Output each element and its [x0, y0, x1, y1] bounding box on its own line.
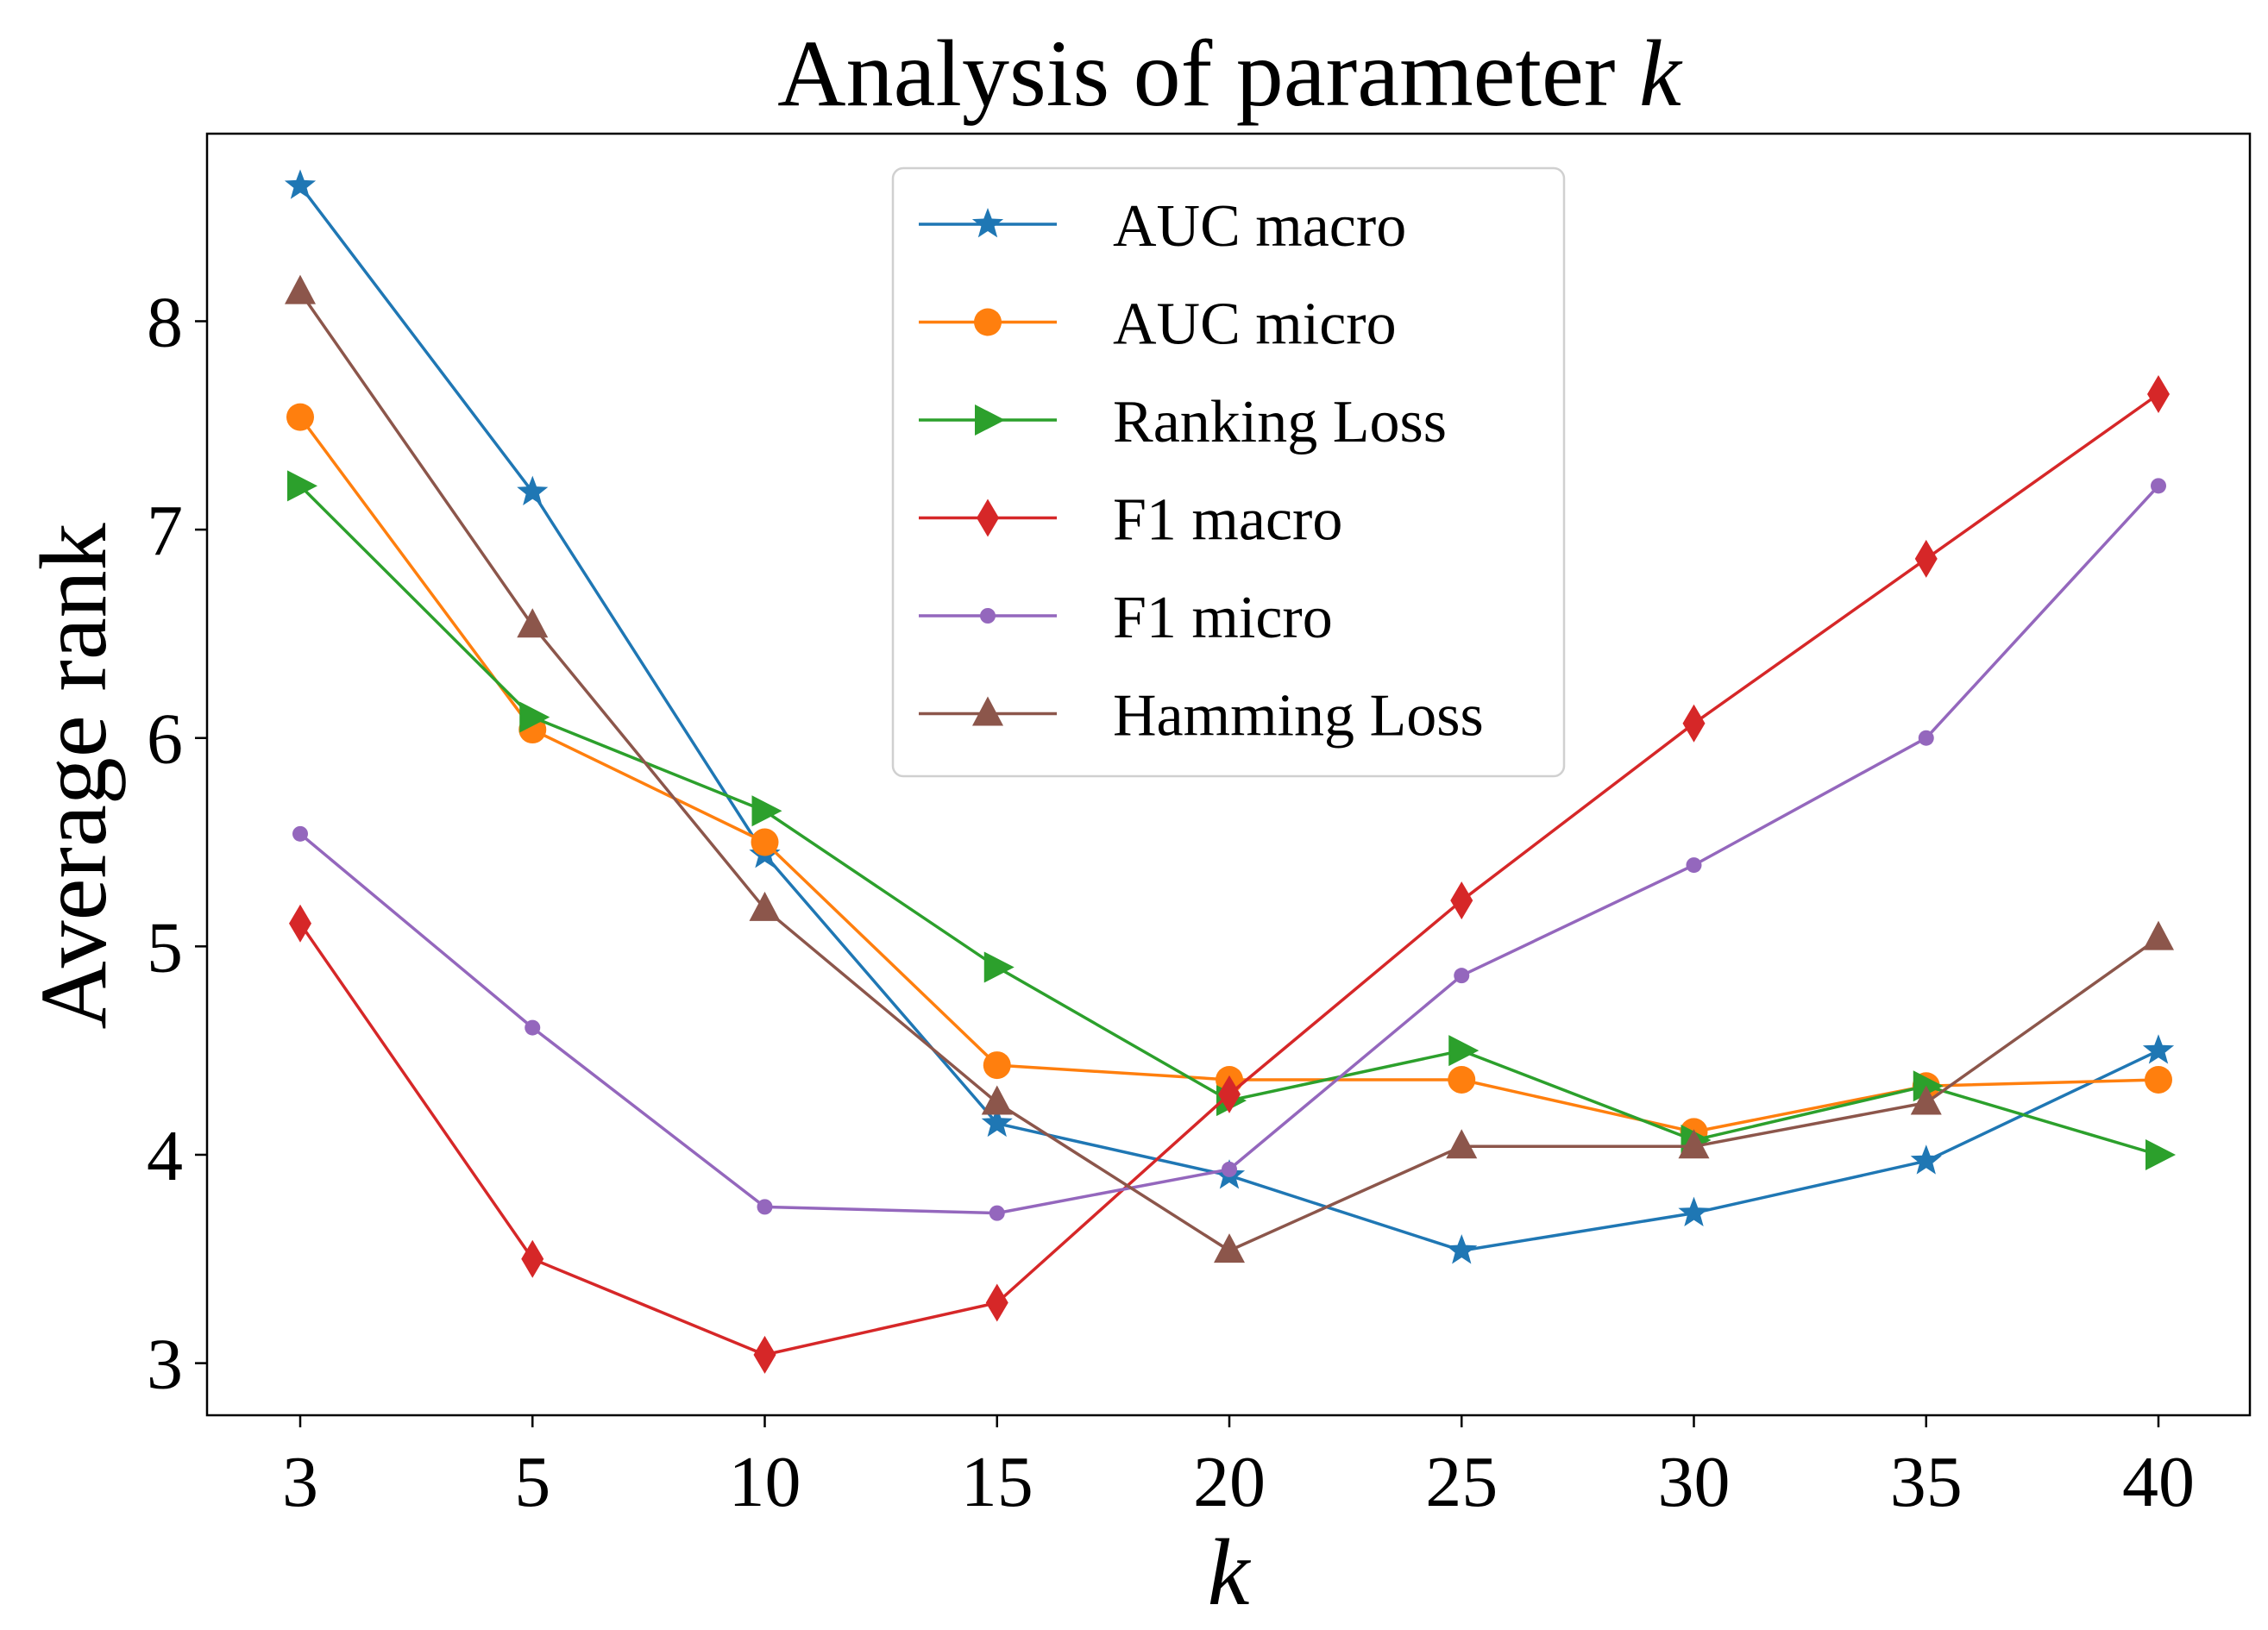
legend-label-ranking-loss: Ranking Loss — [1113, 389, 1447, 455]
data-point-f1-macro-5 — [521, 1239, 544, 1278]
data-point-f1-micro-15 — [989, 1205, 1005, 1221]
data-point-auc-macro-3 — [284, 169, 317, 199]
legend-marker-hamming-loss — [972, 696, 1003, 726]
series-f1-macro — [289, 375, 2170, 1374]
legend-entry-auc-macro: AUC macro — [919, 193, 1406, 260]
data-point-f1-macro-25 — [1450, 881, 1473, 920]
legend-marker-auc-macro — [971, 208, 1004, 238]
data-point-f1-macro-20 — [1218, 1075, 1241, 1113]
y-tick-label-8: 8 — [147, 282, 183, 362]
x-tick-label-5: 5 — [514, 1442, 550, 1522]
chart-title-variable: k — [1639, 21, 1683, 126]
data-point-ranking-loss-40 — [2145, 1138, 2176, 1170]
data-point-hamming-loss-5 — [517, 608, 549, 638]
x-tick-label-20: 20 — [1193, 1442, 1266, 1522]
y-axis-label: Average rank — [21, 523, 126, 1029]
data-point-f1-macro-30 — [1682, 704, 1706, 743]
legend-marker-ranking-loss — [975, 404, 1005, 436]
data-point-auc-macro-15 — [981, 1107, 1013, 1138]
data-point-auc-macro-35 — [1910, 1144, 1942, 1175]
series-hamming-loss — [285, 274, 2174, 1263]
legend-entry-f1-macro: F1 macro — [919, 487, 1342, 554]
legend-entry-auc-micro: AUC micro — [919, 292, 1397, 358]
legend-label-auc-micro: AUC micro — [1113, 292, 1397, 358]
data-point-f1-macro-40 — [2147, 375, 2170, 414]
data-point-f1-micro-10 — [757, 1199, 773, 1215]
data-point-auc-macro-25 — [1446, 1234, 1478, 1264]
series-f1-micro — [292, 478, 2166, 1221]
legend-label-f1-macro: F1 macro — [1113, 487, 1342, 554]
data-point-auc-macro-40 — [2142, 1034, 2175, 1064]
data-point-f1-micro-20 — [1222, 1161, 1237, 1177]
data-point-auc-micro-15 — [983, 1051, 1011, 1080]
legend-marker-auc-micro — [974, 308, 1002, 336]
legend-marker-f1-micro — [980, 608, 996, 624]
data-point-hamming-loss-3 — [285, 274, 316, 304]
data-point-f1-macro-15 — [985, 1283, 1008, 1322]
data-point-auc-micro-3 — [286, 403, 314, 431]
data-point-f1-micro-30 — [1686, 857, 1702, 874]
data-point-hamming-loss-10 — [749, 891, 781, 921]
series-layer — [284, 169, 2176, 1374]
legend-marker-f1-macro — [977, 498, 999, 537]
data-point-f1-macro-10 — [753, 1335, 776, 1374]
chart-title: Analysis of parameter k — [777, 21, 1683, 126]
data-point-f1-micro-25 — [1454, 968, 1470, 984]
y-tick-label-7: 7 — [147, 491, 183, 571]
x-tick-label-35: 35 — [1890, 1442, 1963, 1522]
data-point-hamming-loss-25 — [1446, 1129, 1478, 1159]
legend-entry-f1-micro: F1 micro — [919, 585, 1333, 651]
data-point-f1-micro-5 — [525, 1019, 541, 1036]
data-point-hamming-loss-35 — [1910, 1085, 1942, 1115]
x-tick-label-30: 30 — [1658, 1442, 1731, 1522]
data-point-ranking-loss-3 — [287, 470, 317, 502]
data-point-hamming-loss-40 — [2143, 920, 2174, 950]
x-tick-label-40: 40 — [2122, 1442, 2195, 1522]
data-point-ranking-loss-35 — [1913, 1070, 1944, 1102]
legend: AUC macro AUC micro Ranking Loss F1 macro F1… — [891, 166, 1566, 778]
data-point-f1-micro-3 — [292, 825, 308, 842]
legend-label-hamming-loss: Hamming Loss — [1113, 683, 1484, 749]
x-tick-label-25: 25 — [1425, 1442, 1498, 1522]
data-point-f1-macro-35 — [1914, 539, 1938, 578]
x-axis-label: k — [1208, 1520, 1252, 1625]
data-point-ranking-loss-15 — [983, 951, 1015, 983]
data-point-auc-micro-40 — [2145, 1065, 2172, 1094]
data-point-hamming-loss-15 — [981, 1085, 1013, 1115]
data-point-auc-macro-30 — [1678, 1196, 1710, 1226]
data-point-auc-micro-10 — [751, 828, 779, 856]
y-tick-label-4: 4 — [147, 1116, 183, 1196]
legend-label-f1-micro: F1 micro — [1113, 585, 1333, 651]
chart-title-prefix: Analysis of parameter — [777, 21, 1639, 126]
y-tick-label-6: 6 — [147, 699, 183, 780]
data-point-f1-micro-35 — [1918, 730, 1934, 746]
legend-frame — [891, 166, 1566, 778]
data-point-hamming-loss-20 — [1214, 1233, 1245, 1263]
x-tick-label-10: 10 — [729, 1442, 801, 1522]
y-tick-label-3: 3 — [147, 1325, 183, 1405]
x-tick-label-15: 15 — [961, 1442, 1033, 1522]
data-point-hamming-loss-30 — [1678, 1129, 1710, 1159]
y-tick-label-5: 5 — [147, 907, 183, 987]
legend-entry-ranking-loss: Ranking Loss — [919, 389, 1447, 455]
x-tick-label-3: 3 — [282, 1442, 318, 1522]
data-point-f1-micro-40 — [2151, 478, 2166, 494]
data-point-ranking-loss-5 — [519, 701, 550, 733]
data-point-ranking-loss-25 — [1448, 1035, 1480, 1067]
legend-entry-hamming-loss: Hamming Loss — [919, 683, 1484, 749]
legend-label-auc-macro: AUC macro — [1113, 193, 1406, 260]
data-point-ranking-loss-10 — [751, 795, 782, 827]
data-point-auc-macro-5 — [517, 475, 549, 505]
data-point-f1-macro-3 — [289, 904, 311, 943]
data-point-auc-micro-25 — [1448, 1065, 1476, 1094]
